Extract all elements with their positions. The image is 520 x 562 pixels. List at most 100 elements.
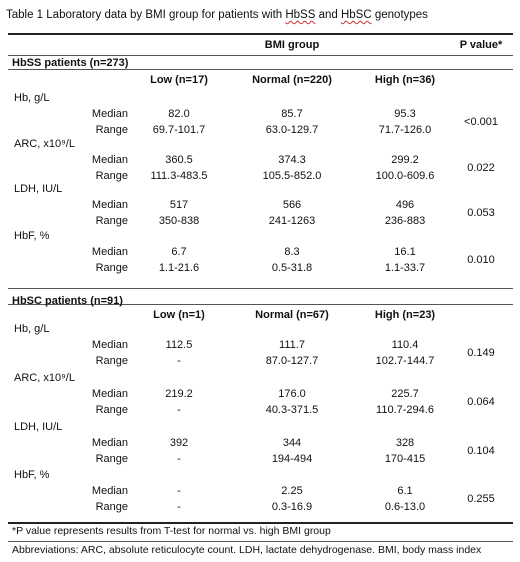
range-value: 194-494 <box>271 453 313 465</box>
median-label: Median <box>91 246 128 258</box>
section-title: HbSS patients (n=273) <box>12 57 129 69</box>
table-caption: Table 1 Laboratory data by BMI group for… <box>6 9 428 21</box>
p-value: 0.064 <box>467 396 495 408</box>
section-hbss-rule <box>8 69 513 70</box>
median-value: 112.5 <box>165 339 193 351</box>
median-label: Median <box>91 388 128 400</box>
median-value: 16.1 <box>394 246 416 258</box>
median-value: 6.1 <box>397 485 413 497</box>
footnote-rule <box>8 541 513 542</box>
range-value: 350-838 <box>158 215 200 227</box>
range-value: 102.7-144.7 <box>375 355 435 367</box>
range-value: - <box>177 355 181 367</box>
group-header: High (n=36) <box>374 74 436 86</box>
header-rule <box>8 55 513 56</box>
p-value: 0.022 <box>467 162 495 174</box>
median-value: 225.7 <box>391 388 419 400</box>
table-bottom-rule <box>8 522 513 524</box>
median-value: 360.5 <box>165 154 193 166</box>
footnote-p-value: *P value represents results from T-test … <box>12 525 331 537</box>
range-value: 110.7-294.6 <box>376 404 434 416</box>
caption-text: Table 1 Laboratory data by BMI group for… <box>6 9 286 21</box>
caption-text-and: and <box>315 9 341 21</box>
range-value: 63.0-129.7 <box>265 124 319 136</box>
range-value: 0.5-31.8 <box>271 262 313 274</box>
section-hbsc-rule <box>8 304 513 305</box>
measure-label: HbF, % <box>14 230 50 242</box>
range-value: - <box>177 453 181 465</box>
range-value: 40.3-371.5 <box>265 404 319 416</box>
range-value: 170-415 <box>384 453 426 465</box>
measure-label: ARC, x10⁹/L <box>14 372 75 384</box>
p-value: 0.010 <box>467 254 495 266</box>
range-label: Range <box>95 215 128 227</box>
median-value: 344 <box>282 437 302 449</box>
range-label: Range <box>95 404 128 416</box>
range-value: 69.7-101.7 <box>152 124 206 136</box>
p-value: 0.053 <box>467 207 495 219</box>
range-value: 71.7-126.0 <box>378 124 432 136</box>
range-value: 0.3-16.9 <box>271 501 313 513</box>
range-value: - <box>177 404 181 416</box>
median-value: - <box>177 485 181 497</box>
median-value: 110.4 <box>391 339 419 351</box>
table-top-rule <box>8 33 513 35</box>
section-divider-rule <box>8 288 513 289</box>
p-value: 0.255 <box>467 493 495 505</box>
median-value: 374.3 <box>278 154 306 166</box>
caption-text-suffix: genotypes <box>371 9 428 21</box>
range-value: 111.3-483.5 <box>150 170 208 182</box>
group-header: High (n=23) <box>374 309 436 321</box>
measure-label: HbF, % <box>14 469 50 481</box>
median-value: 176.0 <box>278 388 306 400</box>
median-label: Median <box>91 485 128 497</box>
median-value: 2.25 <box>281 485 303 497</box>
median-value: 517 <box>169 199 189 211</box>
median-label: Median <box>91 108 128 120</box>
p-value: 0.104 <box>467 445 495 457</box>
header-bmi-group: BMI group <box>264 39 320 51</box>
range-value: 100.0-609.6 <box>375 170 435 182</box>
group-header: Low (n=1) <box>153 309 205 321</box>
median-value: 299.2 <box>391 154 419 166</box>
range-value: 105.5-852.0 <box>262 170 322 182</box>
group-header: Normal (n=67) <box>255 309 329 321</box>
group-header: Normal (n=220) <box>252 74 332 86</box>
median-value: 6.7 <box>171 246 187 258</box>
p-value: <0.001 <box>464 116 498 128</box>
median-label: Median <box>91 154 128 166</box>
range-label: Range <box>95 355 128 367</box>
range-label: Range <box>95 453 128 465</box>
caption-hbsc: HbSC <box>340 9 372 21</box>
p-value: 0.149 <box>467 347 495 359</box>
median-value: 85.7 <box>281 108 303 120</box>
median-value: 566 <box>282 199 302 211</box>
section-title: HbSC patients (n=91) <box>12 295 123 307</box>
range-value: 1.1-33.7 <box>384 262 426 274</box>
range-label: Range <box>95 262 128 274</box>
median-label: Median <box>91 199 128 211</box>
measure-label: Hb, g/L <box>14 92 50 104</box>
range-label: Range <box>95 501 128 513</box>
footnote-abbreviations: Abbreviations: ARC, absolute reticulocyt… <box>12 544 482 556</box>
range-value: - <box>177 501 181 513</box>
range-value: 0.6-13.0 <box>384 501 426 513</box>
range-label: Range <box>95 124 128 136</box>
measure-label: LDH, IU/L <box>14 183 63 195</box>
range-value: 241-1263 <box>268 215 316 227</box>
median-value: 392 <box>169 437 189 449</box>
measure-label: LDH, IU/L <box>14 421 63 433</box>
header-p-value: P value* <box>459 39 503 51</box>
measure-label: Hb, g/L <box>14 323 50 335</box>
median-value: 111.7 <box>279 339 305 351</box>
median-value: 219.2 <box>165 388 193 400</box>
median-value: 496 <box>395 199 415 211</box>
median-value: 82.0 <box>168 108 190 120</box>
measure-label: ARC, x10⁹/L <box>14 138 75 150</box>
range-label: Range <box>95 170 128 182</box>
median-value: 95.3 <box>394 108 416 120</box>
median-label: Median <box>91 339 128 351</box>
median-value: 8.3 <box>284 246 300 258</box>
range-value: 87.0-127.7 <box>265 355 319 367</box>
range-value: 236-883 <box>384 215 426 227</box>
